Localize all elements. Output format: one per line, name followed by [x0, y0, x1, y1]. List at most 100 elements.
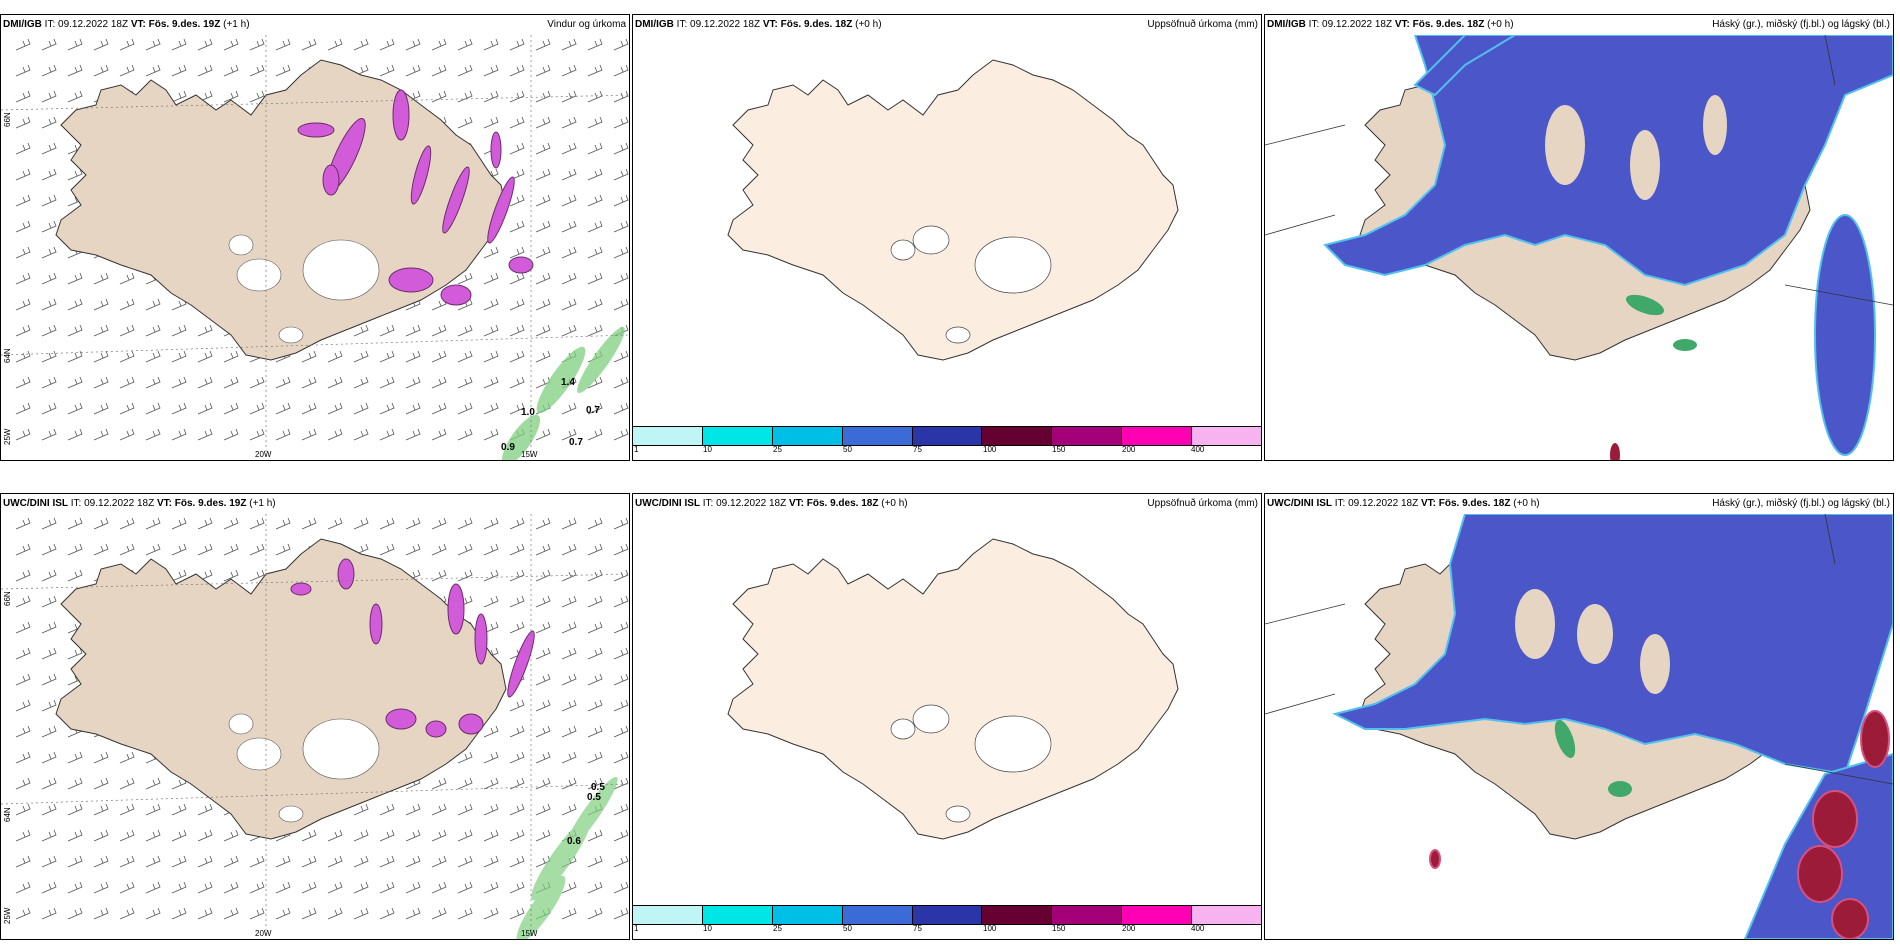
wind-barb — [223, 90, 239, 103]
wind-barb — [249, 38, 265, 51]
wind-barb — [15, 595, 31, 608]
wind-barb — [197, 428, 213, 441]
wind-barb — [145, 298, 161, 311]
wind-barb — [431, 428, 447, 441]
colorbar-label: 10 — [703, 924, 712, 933]
panel-header: DMI/IGB IT: 09.12.2022 18Z VT: Fös. 9.de… — [1, 15, 629, 34]
wind-barb — [119, 907, 135, 920]
wind-barb — [613, 64, 629, 77]
wind-barb — [197, 543, 213, 556]
wind-barb — [561, 517, 577, 530]
lat-label: 66N — [3, 112, 12, 127]
wind-barb — [483, 803, 499, 816]
lead-time: (+0 h) — [1513, 498, 1540, 509]
wind-barb — [613, 673, 629, 686]
wind-barb — [67, 803, 83, 816]
wind-barb — [93, 64, 109, 77]
wind-barb — [483, 751, 499, 764]
wind-barb — [405, 402, 421, 415]
wind-barb — [249, 517, 265, 530]
wind-barb — [561, 881, 577, 894]
lead-time: (+1 h) — [249, 498, 276, 509]
wind-barb — [509, 517, 525, 530]
graticule — [1, 514, 629, 939]
wind-barb — [561, 751, 577, 764]
wind-barb — [405, 350, 421, 363]
wind-barb — [561, 324, 577, 337]
wind-barb — [587, 621, 603, 634]
iceland-landmass — [727, 59, 1179, 361]
wind-barb — [171, 64, 187, 77]
wind-barb — [457, 116, 473, 129]
wind-barb — [15, 777, 31, 790]
wind-barb — [223, 38, 239, 51]
wind-barb — [15, 38, 31, 51]
wind-barb — [457, 543, 473, 556]
wind-barb — [535, 298, 551, 311]
wind-barb — [457, 517, 473, 530]
wind-barb — [301, 829, 317, 842]
wind-barb — [535, 350, 551, 363]
colorbar-label: 200 — [1122, 924, 1136, 933]
wind-barb — [275, 376, 291, 389]
wind-barb — [93, 751, 109, 764]
wind-barb — [67, 829, 83, 842]
wind-barb — [509, 855, 525, 868]
wind-barb — [93, 907, 109, 920]
colorbar-labels: 1 10 25 50 75 100 150 200 400 — [633, 445, 1261, 457]
wind-barb — [145, 881, 161, 894]
issue-time: IT: 09.12.2022 18Z — [676, 19, 761, 30]
iceland-landmass — [55, 538, 507, 840]
wind-barb — [587, 116, 603, 129]
wind-barb — [119, 324, 135, 337]
wind-barb — [353, 38, 369, 51]
wind-barb — [41, 647, 57, 660]
wind-barb — [171, 907, 187, 920]
panel-title: Vindur og úrkoma — [547, 19, 626, 30]
wind-barb — [535, 517, 551, 530]
wind-barb — [301, 402, 317, 415]
wind-barb — [171, 829, 187, 842]
wind-barb — [353, 376, 369, 389]
wind-barb — [535, 246, 551, 259]
wind-barb — [223, 543, 239, 556]
colorbar-swatch — [633, 427, 703, 445]
value-label: 0.7 — [569, 437, 583, 448]
wind-barb — [15, 647, 31, 660]
wind-barb — [561, 725, 577, 738]
wind-barb — [457, 881, 473, 894]
model-name: UWC/DINI ISL — [3, 498, 68, 509]
wind-barb — [405, 324, 421, 337]
wind-barb — [405, 907, 421, 920]
wind-barb — [587, 855, 603, 868]
wind-barb — [509, 246, 525, 259]
wind-barb — [613, 298, 629, 311]
wind-barb — [15, 907, 31, 920]
wind-barb — [613, 402, 629, 415]
wind-barb — [67, 777, 83, 790]
panel-title: Háský (gr.), miðský (fj.bl.) og lágský (… — [1712, 498, 1890, 509]
wind-barb — [509, 803, 525, 816]
wind-barb — [457, 376, 473, 389]
iceland-landmass — [55, 59, 507, 361]
wind-barb — [405, 829, 421, 842]
wind-barb — [483, 777, 499, 790]
value-label: 1.0 — [521, 407, 535, 418]
colorbar-swatch — [1192, 427, 1261, 445]
wind-barb — [145, 907, 161, 920]
wind-barb — [483, 517, 499, 530]
wind-barb — [327, 517, 343, 530]
wind-barb — [197, 829, 213, 842]
lat-label: 25W — [3, 907, 12, 924]
wind-barb — [379, 402, 395, 415]
wind-barb — [431, 803, 447, 816]
wind-barb — [145, 829, 161, 842]
wind-precip-map: 0.5 0.5 0.6 20W 15W 66N 64N 25W — [1, 514, 629, 939]
wind-barb — [561, 220, 577, 233]
wind-barb — [93, 376, 109, 389]
precip-colorbar — [633, 426, 1261, 446]
panel-uwc-wind-precip: UWC/DINI ISL IT: 09.12.2022 18Z VT: Fös.… — [0, 493, 630, 940]
map-svg: 1.4 0.7 1.0 0.9 0.7 — [1, 35, 629, 460]
colorbar-labels: 1 10 25 50 75 100 150 200 400 — [633, 924, 1261, 936]
colorbar-label: 75 — [913, 445, 922, 454]
